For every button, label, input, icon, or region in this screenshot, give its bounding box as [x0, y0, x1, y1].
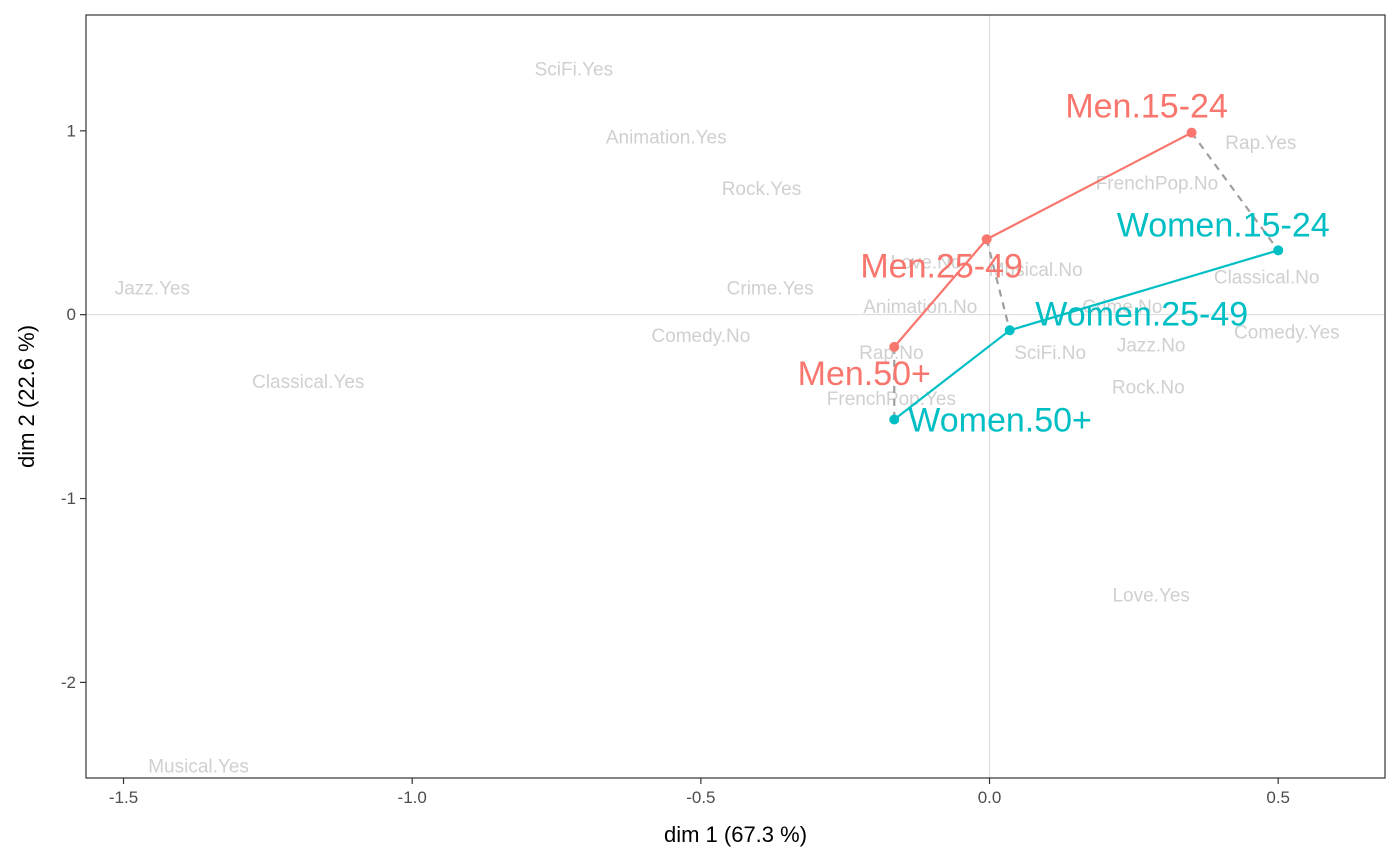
series-point [1004, 325, 1015, 336]
x-tick-label: 0.0 [978, 788, 1002, 807]
background-label: Animation.Yes [606, 128, 727, 149]
y-axis: 1 0 -1 -2 [61, 121, 86, 692]
background-label: Crime.Yes [727, 278, 814, 299]
background-label: SciFi.No [1014, 343, 1086, 364]
x-tick-label: -0.5 [686, 788, 715, 807]
series-point-label: Men.15-24 [1065, 88, 1228, 126]
series-point-label: Women.15-24 [1117, 206, 1330, 244]
plot-panel-background [86, 15, 1385, 778]
background-label: Classical.No [1214, 267, 1320, 288]
series-point [1273, 245, 1284, 256]
series-point-label: Men.25-49 [860, 247, 1023, 285]
background-label: Musical.Yes [148, 756, 249, 777]
background-label: Rap.Yes [1225, 133, 1296, 154]
y-tick-label: -1 [61, 489, 76, 508]
series-point-label: Men.50+ [798, 355, 931, 393]
series-point-label: Women.50+ [908, 401, 1092, 439]
background-label: FrenchPop.No [1096, 174, 1219, 195]
x-axis: -1.5 -1.0 -0.5 0.0 0.5 [109, 778, 1290, 807]
background-label: SciFi.Yes [535, 60, 614, 81]
series-points [889, 127, 1284, 425]
background-label: Love.Yes [1112, 585, 1189, 606]
x-axis-title: dim 1 (67.3 %) [664, 822, 807, 847]
y-tick-label: 1 [67, 121, 76, 140]
x-tick-label: -1.5 [109, 788, 138, 807]
background-label: Rock.Yes [722, 179, 802, 200]
x-tick-label: -1.0 [398, 788, 427, 807]
age-connector-line [985, 239, 1011, 331]
background-point-labels: SciFi.Yes Animation.Yes Rock.Yes Jazz.Yes Cr… [115, 60, 1340, 778]
series-point-labels: Men.15-24 Men.25-49 Men.50+ Women.15-24 Wome… [798, 88, 1330, 440]
background-label: Love.No [891, 253, 962, 274]
background-label: Jazz.Yes [115, 278, 190, 299]
series-point [1186, 127, 1197, 138]
background-label: Classical.Yes [252, 372, 364, 393]
background-label: Rap.No [859, 343, 923, 364]
background-label: Comedy.Yes [1234, 323, 1340, 344]
background-label: FrenchPop.Yes [827, 389, 956, 410]
age-connector-line [1190, 132, 1280, 251]
series-point [889, 414, 900, 425]
background-label: Jazz.No [1117, 335, 1186, 356]
x-tick-label: 0.5 [1266, 788, 1290, 807]
background-label: Musical.No [989, 260, 1083, 281]
series-point [889, 341, 900, 352]
y-tick-label: 0 [67, 305, 76, 324]
y-tick-label: -2 [61, 673, 76, 692]
background-label: Animation.No [863, 297, 977, 318]
plot-panel-border [85, 14, 1386, 779]
series-point [981, 234, 992, 245]
age-group-connectors [893, 132, 1280, 420]
y-axis-title: dim 2 (22.6 %) [14, 325, 39, 468]
series-point-label: Women.25-49 [1035, 295, 1248, 333]
background-label: Comedy.No [651, 326, 750, 347]
background-label: Rock.No [1112, 378, 1185, 399]
